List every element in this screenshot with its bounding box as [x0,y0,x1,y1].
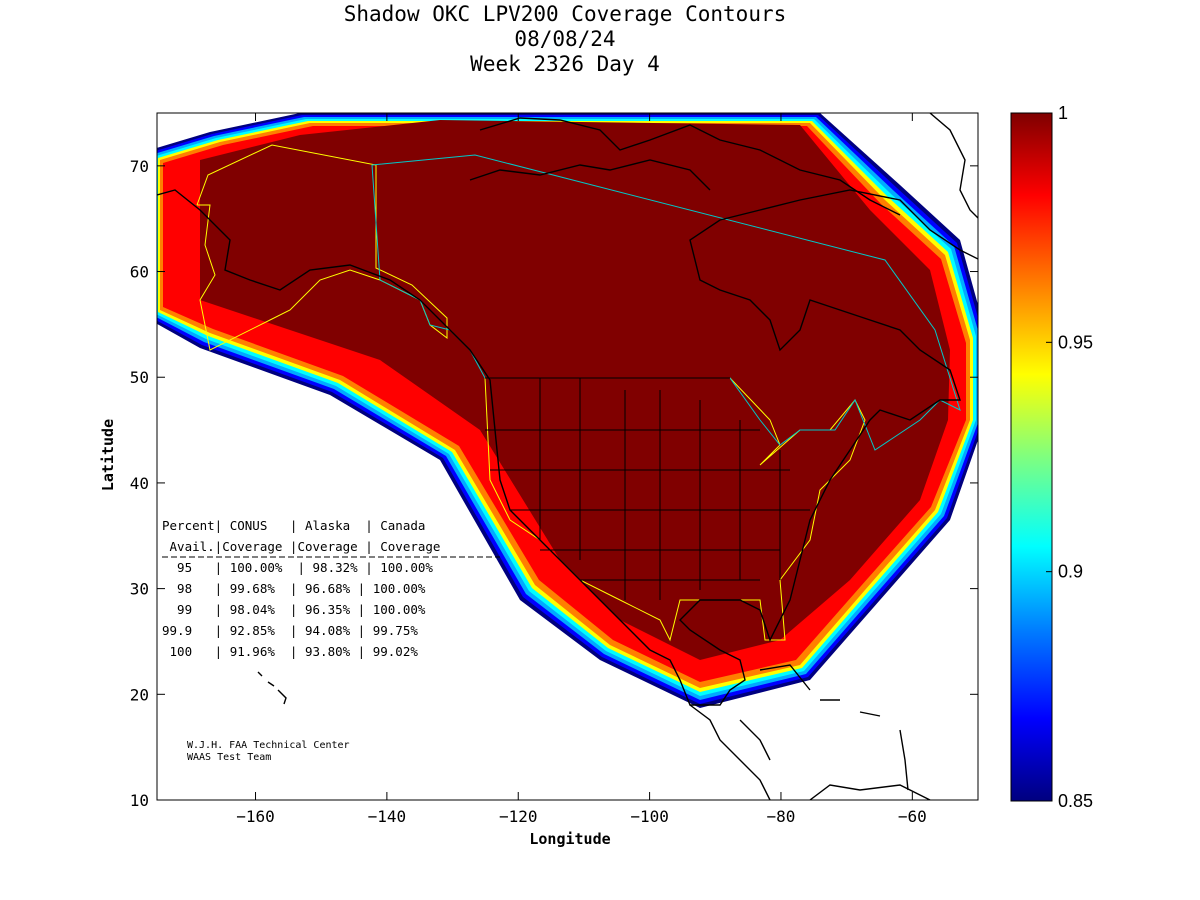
colorbar-tick-label: 0.95 [1058,332,1093,352]
colorbar [1010,112,1053,802]
y-tick-label: 30 [130,580,149,599]
x-tick-label: −80 [767,807,796,826]
table-row-100: 100 | 91.96% | 93.80% | 99.02% [162,644,418,659]
x-tick-label: −100 [630,807,669,826]
chart-title: Shadow OKC LPV200 Coverage Contours [343,2,787,26]
conus-service-area [484,377,866,642]
coastlines-and-borders [157,113,978,800]
y-tick-label: 40 [130,474,149,493]
y-tick-label: 50 [130,368,149,387]
colorbar-ticks: 1 0.95 0.9 0.85 [1046,103,1093,811]
north-america-coastline [157,189,978,706]
y-axis-ticks: 10 20 30 40 50 60 70 [130,157,978,810]
arctic-islands [469,117,901,216]
x-tick-label: −60 [898,807,927,826]
hawaii-islands [257,671,287,705]
colorbar-tick-label: 0.85 [1058,791,1093,811]
x-axis-ticks: −160 −140 −120 −100 −80 −60 [236,113,927,826]
x-tick-label: −120 [499,807,538,826]
contour-band-100 [200,120,950,660]
plot-frame [156,112,979,801]
y-tick-label: 70 [130,157,149,176]
credit-line-2: WAAS Test Team [187,752,271,763]
table-header-1: Percent| CONUS | Alaska | Canada [162,518,425,533]
x-axis-label: Longitude [529,830,610,848]
colorbar-tick-label: 0.9 [1058,562,1083,582]
table-header-2: Avail.|Coverage |Coverage | Coverage [162,539,440,554]
table-row-95: 95 | 100.00% | 98.32% | 100.00% [162,560,433,575]
y-tick-label: 20 [130,685,149,704]
greenland-coast [929,113,978,219]
central-america-coast [689,704,771,800]
x-tick-label: −140 [368,807,407,826]
coverage-table: Percent| CONUS | Alaska | Canada Avail.|… [162,518,500,659]
canada-service-area [371,154,961,451]
credit-line-1: W.J.H. FAA Technical Center [187,740,350,751]
table-row-99-9: 99.9 | 92.85% | 94.08% | 99.75% [162,623,418,638]
table-row-99: 99 | 98.04% | 96.35% | 100.00% [162,602,426,617]
coverage-contours [157,113,978,708]
table-row-98: 98 | 99.68% | 96.68% | 100.00% [162,581,426,596]
chart-date: 08/08/24 [514,27,616,51]
chart-week-day: Week 2326 Day 4 [470,52,660,76]
y-tick-label: 60 [130,263,149,282]
x-tick-label: −160 [236,807,275,826]
y-axis-label: Latitude [99,419,117,491]
south-america-coast [809,784,931,800]
caribbean-islands [759,664,909,791]
credit-block: W.J.H. FAA Technical Center WAAS Test Te… [187,740,350,763]
colorbar-tick-label: 1 [1058,103,1068,123]
y-tick-label: 10 [130,791,149,810]
us-state-borders [485,377,810,600]
service-area-boundaries [196,144,961,642]
